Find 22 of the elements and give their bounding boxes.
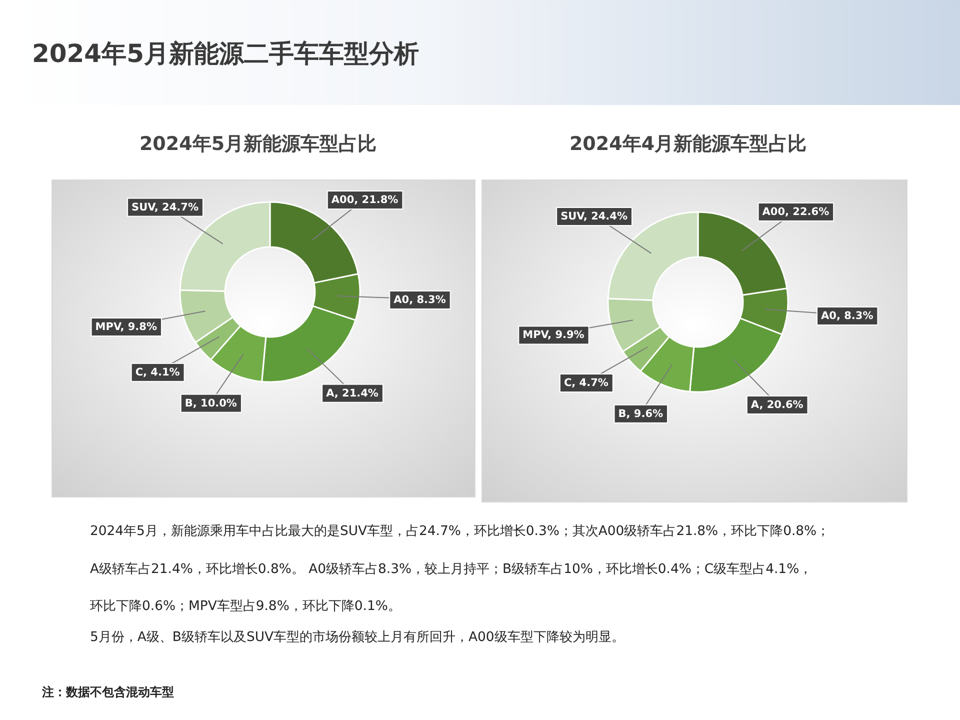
data-label: SUV, 24.7% [132, 201, 199, 214]
text: 2024年5月新能源二手车车型分析 [32, 39, 419, 68]
text: 5月份，A级、B级轿车以及SUV车型的市场份额较上月有所回升，A00级车型下降较为明显。 [90, 630, 624, 645]
data-label: A, 21.4% [326, 387, 379, 400]
text: 注：数据不包含混动车型 [41, 685, 174, 699]
data-label: A0, 8.3% [394, 294, 446, 306]
text: 环比下降0.6%；MPV车型占9.8%，环比下降0.1%。 [90, 599, 401, 614]
data-label: SUV, 24.4% [560, 210, 628, 222]
data-label: MPV, 9.8% [95, 320, 158, 333]
text: 2024年5月，新能源乘用车中占比最大的是SUV车型，占24.7%，环比增长0.3%；其次A00级轿车占21.8%，环比下降0.8%； [90, 524, 830, 539]
data-label: A00, 21.8% [331, 194, 399, 206]
data-label: MPV, 9.9% [522, 329, 585, 342]
data-label: A0, 8.3% [821, 310, 874, 322]
chart-title: 2024年5月新能源车型占比 [139, 133, 377, 155]
data-label: B, 10.0% [184, 397, 238, 410]
chart-title: 2024年4月新能源车型占比 [569, 133, 807, 155]
data-label: B, 9.6% [618, 408, 664, 420]
data-label: C, 4.7% [564, 376, 609, 389]
text: A级轿车占21.4%，环比增长0.8%。 A0级轿车占8.3%，较上月持平；B级轿车占10%，环比增长0.4%；C级车型占4.1%， [90, 562, 812, 577]
data-label: A00, 22.6% [762, 206, 830, 218]
data-label: A, 20.6% [750, 398, 804, 411]
data-label: C, 4.1% [135, 366, 180, 378]
